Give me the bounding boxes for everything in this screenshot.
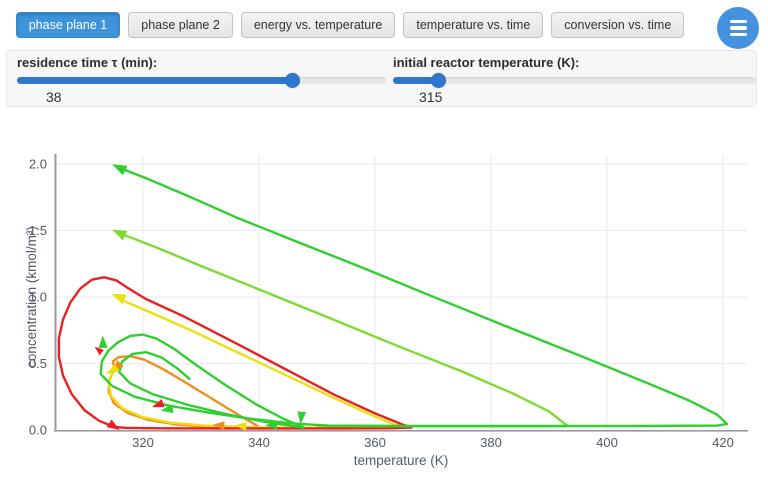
x-axis-title: temperature (K): [354, 453, 449, 468]
slider-track-1[interactable]: [393, 73, 756, 88]
slider-fill-0: [17, 77, 293, 84]
direction-arrow-icon-2: [111, 293, 127, 305]
menu-button[interactable]: [717, 7, 759, 49]
direction-arrow-icon-8: [160, 404, 174, 414]
tab-temperature-vs-time[interactable]: temperature vs. time: [403, 12, 544, 38]
tab-bar: phase plane 1 phase plane 2 energy vs. tem…: [0, 12, 700, 38]
slider-fill-1: [393, 77, 440, 84]
direction-arrow-icon-3: [98, 335, 108, 349]
y-tick-label-1.5: 1.5: [29, 223, 47, 238]
x-tick-label-380: 380: [480, 435, 502, 450]
y-axis-title: concentration (kmol/m³): [24, 226, 39, 368]
phase-plane-chart[interactable]: 320 340 360 380 400 420 0.0 0.5 1.0 1.5 2.0 tempera…: [0, 140, 768, 476]
y-tick-label-0.0: 0.0: [29, 423, 47, 438]
slider-value-0: 38: [46, 89, 62, 105]
x-tick-label-420: 420: [712, 435, 734, 450]
slider-value-1: 315: [419, 89, 443, 105]
slider-thumb-0[interactable]: [285, 73, 300, 88]
direction-arrow-icon-11: [265, 421, 278, 430]
tab-conversion-vs-time[interactable]: conversion vs. time: [551, 12, 685, 38]
y-tick-label-1.0: 1.0: [29, 290, 47, 305]
direction-arrow-icon-1: [111, 229, 128, 241]
slider-thumb-1[interactable]: [431, 73, 447, 88]
direction-arrow-icon-7: [152, 399, 165, 408]
direction-arrow-icon-13: [106, 419, 120, 430]
slider-track-0[interactable]: [17, 73, 386, 88]
slider-label-0: residence time τ (min):: [17, 55, 158, 70]
controls-panel: residence time τ (min): 38 initial reactor…: [6, 50, 757, 107]
y-tick-label-0.5: 0.5: [29, 356, 47, 371]
trajectory-green-c0-2.0: [99, 166, 729, 429]
tab-phase-plane-2[interactable]: phase plane 2: [128, 12, 233, 38]
x-tick-label-340: 340: [248, 435, 270, 450]
direction-arrow-icon-9: [212, 421, 225, 430]
trajectory-red-outer-loop: [57, 276, 413, 430]
x-tick-label-400: 400: [596, 435, 618, 450]
direction-arrow-icon-12: [297, 411, 307, 425]
direction-arrow-icon-10: [234, 421, 247, 431]
tab-energy-vs-temperature[interactable]: energy vs. temperature: [240, 12, 396, 38]
direction-arrow-icon-6: [106, 363, 120, 375]
y-tick-label-2.0: 2.0: [29, 157, 47, 172]
direction-arrow-icon-4: [94, 346, 104, 356]
tab-phase-plane-1[interactable]: phase plane 1: [15, 12, 121, 38]
phase-plane-svg: 320 340 360 380 400 420 0.0 0.5 1.0 1.5 2.0 tempera…: [24, 154, 748, 468]
direction-arrow-icon-0: [111, 164, 128, 176]
trajectory-orange-inner-loop: [107, 354, 260, 429]
x-tick-label-320: 320: [132, 435, 154, 450]
x-tick-label-360: 360: [364, 435, 386, 450]
slider-label-1: initial reactor temperature (K):: [393, 55, 580, 70]
